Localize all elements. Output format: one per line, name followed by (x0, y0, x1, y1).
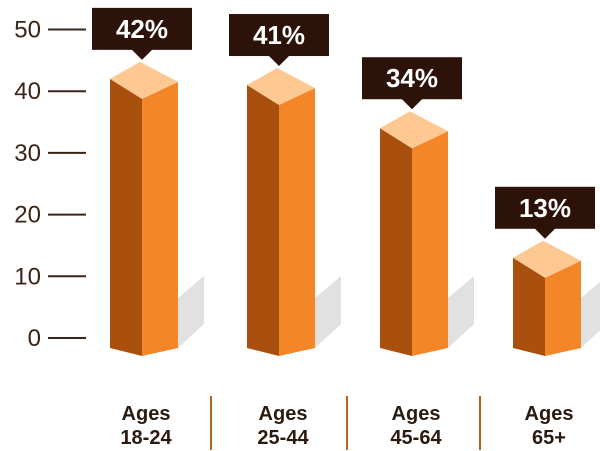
y-tick-label: 50 (14, 17, 41, 44)
data-label-text: 42% (116, 14, 168, 44)
category-label: Ages (259, 403, 308, 425)
y-axis: 50 40 30 20 10 0 (14, 17, 86, 352)
data-label-box (495, 186, 595, 229)
data-label-box (229, 14, 329, 57)
bars (110, 61, 581, 357)
category-label: Ages (122, 403, 171, 425)
bar-shadow (581, 281, 600, 348)
data-label-box (362, 57, 462, 100)
data-label: 42% (92, 7, 192, 60)
bar-shadow (448, 276, 474, 348)
y-tick-label: 20 (14, 202, 41, 229)
data-label-box (92, 7, 192, 50)
data-label-text: 41% (253, 20, 305, 50)
bar-front-face (412, 131, 448, 356)
category-label: Ages (392, 403, 441, 425)
data-label-pointer (534, 227, 556, 239)
bar-side-face (110, 78, 142, 357)
data-label: 34% (362, 57, 462, 110)
data-label-text: 13% (519, 193, 571, 223)
y-tick-label: 30 (14, 140, 41, 167)
category-label: 25-44 (257, 427, 309, 449)
bar-front-face (142, 81, 178, 357)
y-tick-label: 10 (14, 263, 41, 290)
data-label: 41% (229, 14, 329, 67)
category-label: Ages (525, 403, 574, 425)
bar-shadow (178, 276, 204, 348)
bar-top-face (247, 68, 315, 106)
bar-side-face (247, 85, 279, 356)
bar-side-face (513, 257, 545, 356)
bar-top-face (380, 111, 448, 149)
bar-shadows (178, 276, 600, 348)
y-tick-label: 0 (28, 325, 41, 352)
category-label: 45-64 (390, 427, 442, 449)
data-label-pointer (131, 48, 153, 60)
bar-front-face (545, 260, 581, 356)
y-tick-label: 40 (14, 78, 41, 105)
bar-shadow (315, 276, 341, 348)
data-labels: 42% 41% 34% 13% (92, 7, 595, 239)
bar-top-face (513, 240, 581, 278)
bar-side-face (380, 128, 412, 356)
data-label: 13% (495, 186, 595, 239)
bar-front-face (279, 88, 315, 356)
data-label-pointer (401, 98, 423, 110)
category-label: 18-24 (120, 427, 172, 449)
data-label-text: 34% (386, 63, 438, 93)
category-label: 65+ (532, 427, 566, 449)
bar-top-face (110, 61, 178, 99)
data-label-pointer (268, 55, 290, 67)
